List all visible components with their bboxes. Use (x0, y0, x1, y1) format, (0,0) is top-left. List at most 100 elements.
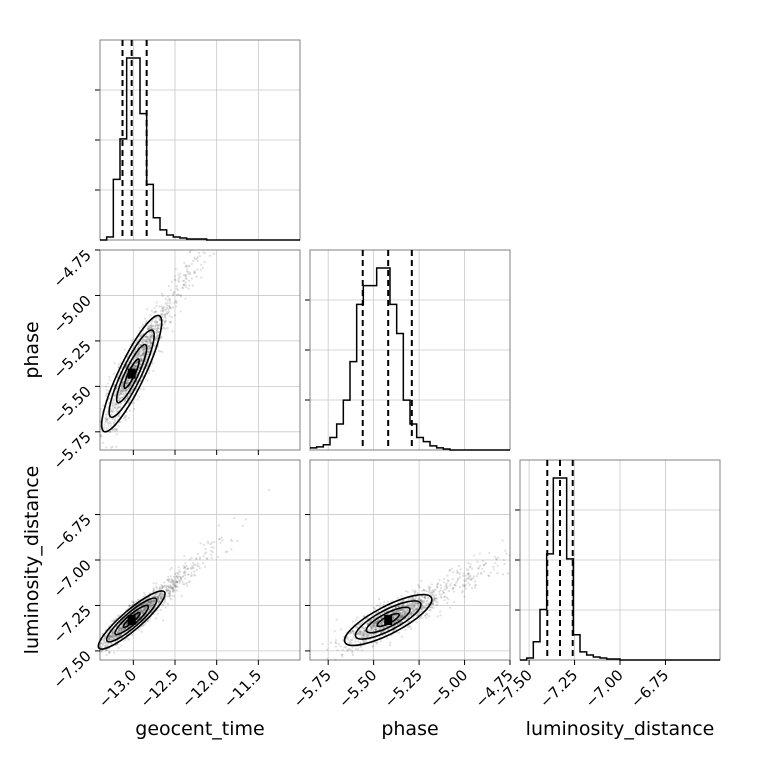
luminosity-distance-vs-phase-point (420, 607, 423, 611)
luminosity-distance-vs-geocent-time-point (169, 587, 173, 590)
luminosity-distance-vs-phase-point (434, 594, 438, 597)
luminosity-distance-vs-geocent-time-point (189, 558, 192, 561)
luminosity-distance-vs-geocent-time-point (156, 596, 159, 599)
luminosity-distance-vs-geocent-time-point (161, 593, 165, 596)
phase-vs-geocent-time-point (156, 337, 159, 340)
phase-vs-geocent-time-point (109, 430, 112, 433)
phase-vs-geocent-time-point (139, 359, 142, 362)
phase-vs-geocent-time-point (173, 301, 176, 304)
luminosity-distance-vs-geocent-time-point (163, 581, 166, 584)
phase-vs-geocent-time-point (111, 428, 114, 432)
luminosity-distance-vs-phase-point (504, 549, 507, 552)
luminosity-distance-vs-phase-point (348, 641, 351, 644)
luminosity-distance-vs-geocent-time-point (150, 604, 153, 608)
luminosity-distance-vs-geocent-time-point (111, 633, 114, 636)
luminosity-distance-vs-phase-point (345, 637, 348, 640)
phase-vs-geocent-time-point (152, 324, 155, 327)
luminosity-distance-vs-phase-point (394, 610, 397, 613)
luminosity-distance-vs-phase-point (399, 616, 402, 619)
luminosity-distance-vs-phase-point (438, 593, 441, 596)
luminosity-distance-vs-phase-point (453, 600, 456, 604)
luminosity-distance-vs-phase-point (352, 630, 355, 633)
phase-vs-geocent-time-point (144, 360, 147, 363)
luminosity-distance-vs-phase-point (376, 615, 379, 618)
luminosity-distance-vs-phase-point (373, 621, 376, 625)
luminosity-distance-vs-geocent-time-point (104, 644, 107, 647)
luminosity-distance-vs-phase-point (425, 616, 428, 620)
luminosity-distance-vs-geocent-time-point (192, 563, 195, 567)
luminosity-distance-vs-geocent-time-point (115, 630, 119, 633)
luminosity-distance-vs-geocent-time-point (168, 589, 172, 593)
luminosity-distance-vs-geocent-time-point (143, 607, 146, 610)
phase-vs-geocent-time-point (136, 355, 139, 358)
luminosity-distance-vs-phase-point (415, 607, 418, 610)
luminosity-distance-vs-phase-point (430, 583, 433, 586)
luminosity-distance-vs-geocent-time-point (189, 566, 193, 570)
luminosity-distance-vs-phase-point (428, 586, 432, 589)
phase-vs-geocent-time-point (159, 350, 162, 353)
ylabel-phase: phase (21, 321, 43, 378)
phase-vs-geocent-time-point (108, 430, 112, 434)
luminosity-distance-vs-phase-point (410, 613, 413, 617)
phase-vs-geocent-time-point (150, 324, 153, 327)
phase-vs-geocent-time-point (109, 409, 113, 412)
luminosity-distance-vs-phase-point (391, 611, 394, 614)
phase-vs-geocent-time-point (146, 335, 149, 338)
luminosity-distance-vs-geocent-time-point (153, 600, 156, 603)
phase-vs-geocent-time-point (123, 375, 127, 378)
phase-vs-geocent-time-point (125, 397, 128, 400)
phase-vs-geocent-time-point (155, 328, 158, 331)
luminosity-distance-vs-phase-point (482, 570, 486, 573)
phase-vs-geocent-time-point (184, 286, 188, 289)
phase-vs-geocent-time-contour-0 (100, 314, 163, 433)
luminosity-distance-vs-phase-point (350, 641, 353, 644)
luminosity-distance-vs-phase-point (351, 629, 355, 632)
luminosity-distance-vs-phase-point (396, 605, 399, 608)
phase-vs-geocent-time-point (158, 323, 162, 326)
luminosity-distance-vs-phase-point (401, 615, 405, 618)
luminosity-distance-vs-geocent-time-point (123, 627, 126, 630)
luminosity-distance-vs-geocent-time-point (210, 553, 213, 556)
luminosity-distance-vs-phase-point (429, 591, 432, 594)
luminosity-distance-vs-geocent-time-point (119, 627, 123, 630)
luminosity-distance-vs-geocent-time-point (149, 603, 152, 606)
luminosity-distance-vs-phase-point (448, 569, 451, 572)
luminosity-distance-vs-geocent-time-point (120, 630, 123, 633)
luminosity-distance-vs-geocent-time-point (135, 615, 138, 618)
luminosity-distance-vs-geocent-time-point (183, 566, 187, 569)
phase-vs-geocent-time-point (190, 277, 193, 280)
luminosity-distance-vs-geocent-time-point (178, 580, 182, 583)
luminosity-distance-vs-phase-point (393, 614, 396, 617)
luminosity-distance-vs-geocent-time-point (142, 608, 145, 611)
phase-vs-geocent-time-point (145, 308, 149, 311)
luminosity-distance-vs-geocent-time-point (191, 566, 194, 570)
luminosity-distance-vs-geocent-time-point (103, 644, 107, 647)
phase-vs-geocent-time-point (156, 329, 159, 332)
luminosity-distance-vs-phase-point (401, 609, 404, 613)
luminosity-distance-vs-geocent-time-point (176, 585, 180, 588)
luminosity-distance-vs-geocent-time-point (150, 601, 153, 604)
luminosity-distance-vs-phase-point (347, 647, 351, 651)
phase-vs-geocent-time-point (151, 327, 154, 330)
luminosity-distance-vs-phase-point (351, 639, 354, 642)
luminosity-distance-vs-phase-point (428, 586, 431, 589)
phase-vs-geocent-time-point (188, 273, 192, 276)
luminosity-distance-vs-geocent-time-point (103, 636, 107, 639)
luminosity-distance-vs-phase-point (370, 634, 373, 637)
phase-vs-geocent-time-point (145, 340, 148, 344)
phase-vs-geocent-time-point (142, 341, 145, 344)
phase-vs-geocent-time-point (164, 319, 167, 322)
luminosity-distance-vs-phase-point (414, 603, 417, 606)
phase-vs-geocent-time-point (166, 295, 170, 298)
luminosity-distance-vs-geocent-time-point (100, 641, 103, 644)
luminosity-distance-vs-geocent-time-point (120, 628, 124, 631)
phase-vs-geocent-time-point (159, 336, 163, 339)
phase-vs-geocent-time-point (177, 280, 181, 283)
luminosity-distance-vs-geocent-time-point (106, 631, 109, 635)
luminosity-distance-vs-phase-point (348, 632, 351, 635)
luminosity-distance-vs-phase-point (447, 580, 450, 583)
luminosity-distance-vs-geocent-time-point (139, 608, 142, 611)
phase-vs-geocent-time-point (174, 267, 178, 270)
luminosity-distance-vs-geocent-time-point (140, 609, 143, 612)
phase-vs-geocent-time-point (184, 284, 187, 287)
